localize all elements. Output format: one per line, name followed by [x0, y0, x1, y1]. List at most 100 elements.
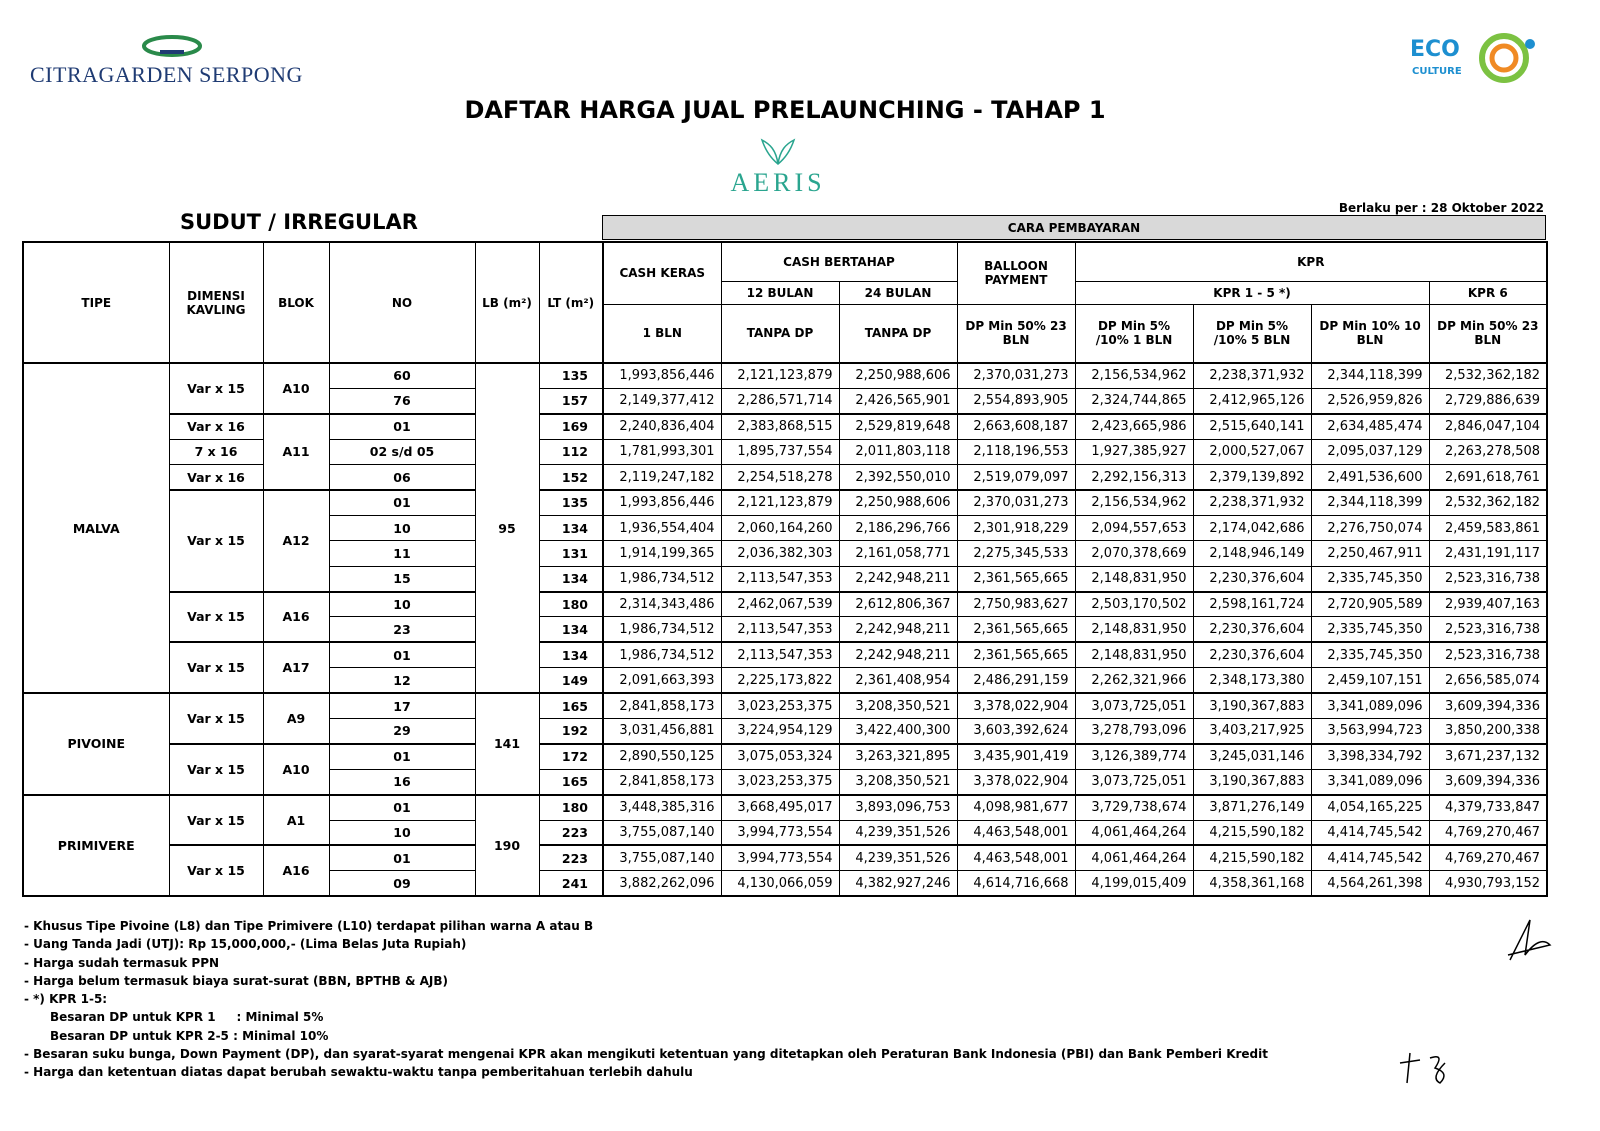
lt-cell: 223 — [538, 819, 604, 846]
price-cell: 3,755,087,140 — [602, 844, 722, 872]
price-cell: 2,462,067,539 — [720, 590, 840, 618]
price-cell: 4,564,261,398 — [1310, 870, 1430, 897]
col-blok: BLOK — [262, 241, 330, 364]
price-table: TIPE DIMENSI KAVLING BLOK NO LB (m²) LT … — [22, 241, 1549, 898]
price-cell: 2,000,527,067 — [1192, 438, 1312, 466]
table-row: 7 x 16 02 s/d 05 112 1,781,993,301 1,895,737… — [23, 438, 1548, 466]
no-cell: 76 — [328, 387, 476, 415]
price-cell: 4,098,981,677 — [956, 793, 1076, 821]
price-cell: 2,344,118,399 — [1310, 362, 1430, 389]
price-cell: 3,398,334,792 — [1310, 742, 1430, 770]
price-cell: 2,113,547,353 — [720, 641, 840, 669]
lt-cell: 192 — [538, 717, 604, 745]
no-cell: 01 — [328, 742, 476, 770]
price-cell: 2,656,585,074 — [1428, 667, 1548, 694]
price-cell: 2,459,583,861 — [1428, 514, 1548, 542]
dimensi-cell: Var x 15 — [168, 590, 264, 643]
dimensi-cell: Var x 16 — [168, 412, 264, 440]
price-cell: 3,668,495,017 — [720, 793, 840, 821]
lt-cell: 112 — [538, 438, 604, 466]
col-sub-header: DP Min 50% 23 BLN — [956, 303, 1076, 364]
price-cell: 2,841,858,173 — [602, 768, 722, 796]
col-dimensi: DIMENSI KAVLING — [168, 241, 264, 364]
lt-cell: 165 — [538, 692, 604, 719]
table-row: 10 223 3,755,087,140 3,994,773,554 4,239,351… — [23, 819, 1548, 846]
price-cell: 1,936,554,404 — [602, 514, 722, 542]
table-row: Var x 16 06 152 2,119,247,182 2,254,518,278 2… — [23, 464, 1548, 491]
price-cell: 3,245,031,146 — [1192, 742, 1312, 770]
price-cell: 2,426,565,901 — [838, 387, 958, 415]
price-cell: 3,882,262,096 — [602, 870, 722, 897]
dimensi-cell: 7 x 16 — [168, 438, 264, 466]
price-cell: 2,113,547,353 — [720, 616, 840, 643]
price-cell: 3,341,089,096 — [1310, 692, 1430, 719]
price-cell: 4,215,590,182 — [1192, 819, 1312, 846]
price-cell: 3,263,321,895 — [838, 742, 958, 770]
price-cell: 4,769,270,467 — [1428, 844, 1548, 872]
price-cell: 3,871,276,149 — [1192, 793, 1312, 821]
price-cell: 2,335,745,350 — [1310, 641, 1430, 669]
price-cell: 3,075,053,324 — [720, 742, 840, 770]
table-row: 76 157 2,149,377,412 2,286,571,714 2,426,565… — [23, 387, 1548, 415]
price-cell: 2,361,565,665 — [956, 641, 1076, 669]
price-cell: 2,263,278,508 — [1428, 438, 1548, 466]
price-cell: 2,262,321,966 — [1074, 667, 1194, 694]
no-cell: 17 — [328, 692, 476, 719]
price-cell: 2,324,744,865 — [1074, 387, 1194, 415]
table-row: Var x 15 A16 10 180 2,314,343,486 2,462,067,5… — [23, 590, 1548, 643]
eco-culture-logo: ECO CULTURE — [1410, 30, 1540, 85]
price-cell: 2,225,173,822 — [720, 667, 840, 694]
price-cell: 4,061,464,264 — [1074, 844, 1194, 872]
price-cell: 2,148,831,950 — [1074, 565, 1194, 593]
price-cell: 2,301,918,229 — [956, 514, 1076, 542]
price-cell: 1,993,856,446 — [602, 488, 722, 516]
price-cell: 2,841,858,173 — [602, 692, 722, 719]
price-cell: 2,523,316,738 — [1428, 565, 1548, 593]
price-cell: 3,603,392,624 — [956, 717, 1076, 745]
lt-cell: 165 — [538, 768, 604, 796]
no-cell: 23 — [328, 616, 476, 643]
no-cell: 01 — [328, 412, 476, 440]
lt-cell: 180 — [538, 590, 604, 618]
dimensi-cell: Var x 15 — [168, 793, 264, 846]
price-cell: 2,344,118,399 — [1310, 488, 1430, 516]
price-cell: 3,403,217,925 — [1192, 717, 1312, 745]
col-cash-keras: CASH KERAS — [602, 241, 722, 305]
price-cell: 2,118,196,553 — [956, 438, 1076, 466]
col-kpr: KPR — [1074, 241, 1548, 282]
price-cell: 2,532,362,182 — [1428, 362, 1548, 389]
price-cell: 2,276,750,074 — [1310, 514, 1430, 542]
price-cell: 2,148,831,950 — [1074, 641, 1194, 669]
col-lb: LB (m²) — [474, 241, 540, 364]
price-cell: 2,230,376,604 — [1192, 616, 1312, 643]
price-cell: 2,121,123,879 — [720, 362, 840, 389]
price-cell: 3,073,725,051 — [1074, 692, 1194, 719]
dimensi-cell: Var x 15 — [168, 844, 264, 897]
price-cell: 2,612,806,367 — [838, 590, 958, 618]
price-cell: 3,073,725,051 — [1074, 768, 1194, 796]
note-line: Besaran DP untuk KPR 2-5 : Minimal 10% — [50, 1028, 329, 1043]
price-cell: 1,781,993,301 — [602, 438, 722, 466]
no-cell: 01 — [328, 844, 476, 872]
price-cell: 2,846,047,104 — [1428, 412, 1548, 440]
col-balloon: BALLOON PAYMENT — [956, 241, 1076, 305]
initials-icon — [1399, 1052, 1446, 1084]
blok-cell: A12 — [262, 488, 330, 593]
table-row: 12 149 2,091,663,393 2,225,173,822 2,361,408… — [23, 667, 1548, 694]
blok-cell: A10 — [262, 362, 330, 415]
aeris-leaf-icon — [760, 138, 796, 165]
price-cell: 4,463,548,001 — [956, 819, 1076, 846]
price-cell: 3,378,022,904 — [956, 768, 1076, 796]
price-cell: 2,383,868,515 — [720, 412, 840, 440]
col-12-bulan: 12 BULAN — [720, 280, 840, 305]
price-cell: 2,238,371,932 — [1192, 362, 1312, 389]
price-cell: 2,412,965,126 — [1192, 387, 1312, 415]
no-cell: 02 s/d 05 — [328, 438, 476, 466]
price-cell: 2,161,058,771 — [838, 540, 958, 567]
price-cell: 2,250,467,911 — [1310, 540, 1430, 567]
table-row: 15 134 1,986,734,512 2,113,547,353 2,242,948… — [23, 565, 1548, 593]
price-cell: 2,598,161,724 — [1192, 590, 1312, 618]
lt-cell: 169 — [538, 412, 604, 440]
price-cell: 2,070,378,669 — [1074, 540, 1194, 567]
price-cell: 3,609,394,336 — [1428, 768, 1548, 796]
